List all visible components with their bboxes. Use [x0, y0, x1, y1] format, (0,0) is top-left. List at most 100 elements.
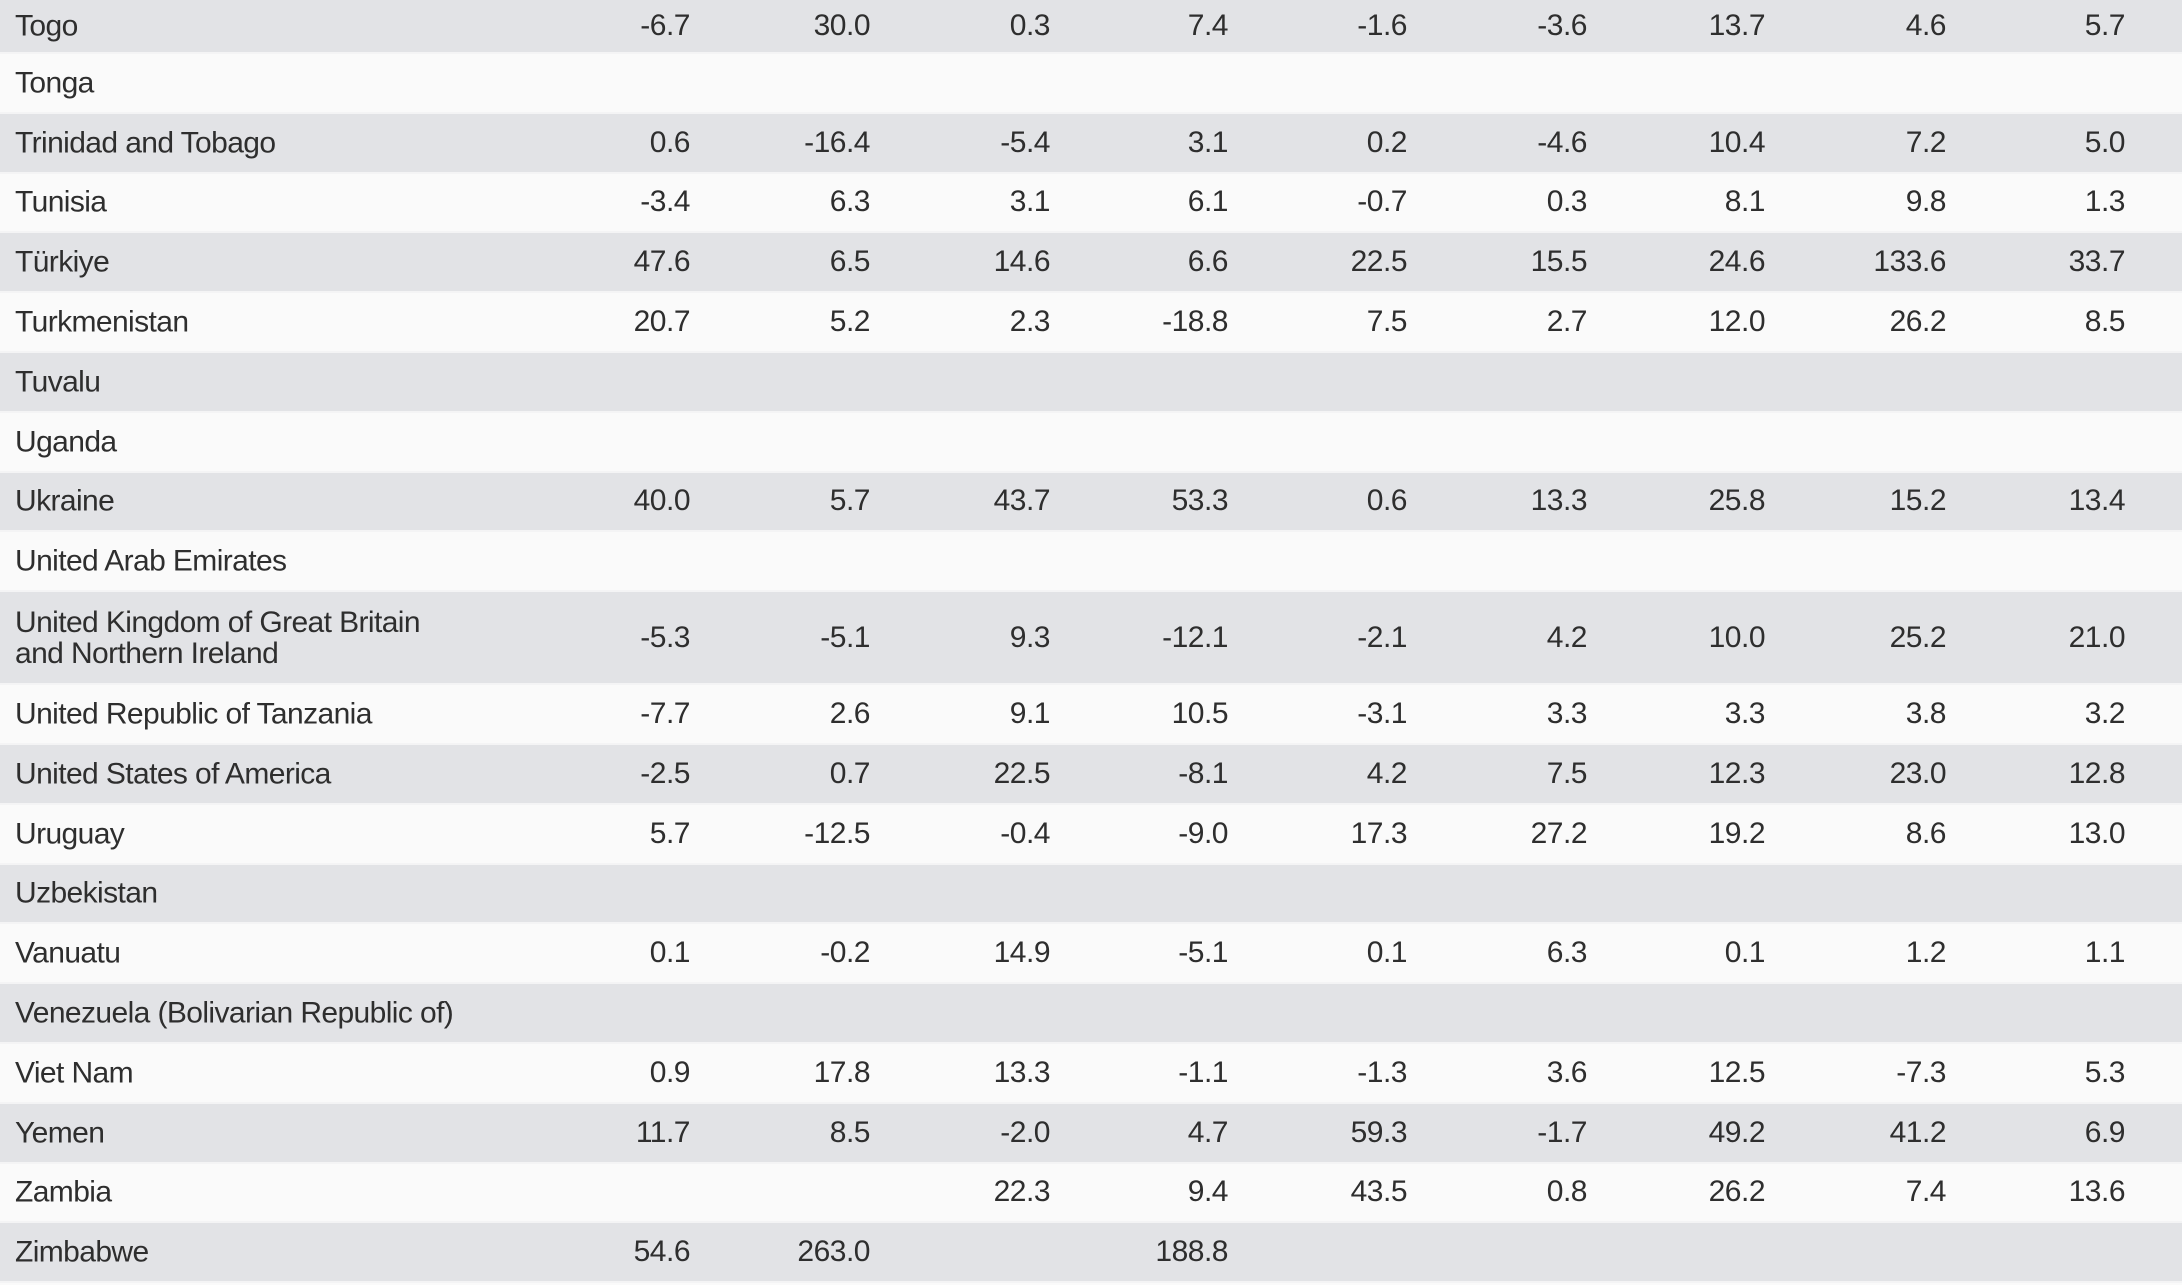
value-cell: 47.6	[633, 245, 691, 279]
table-row: Tunisia -3.4 6.3 3.1 6.1 -0.7 0.3 8.1 9.8 1.3	[0, 173, 2182, 234]
value-cell: -7.7	[640, 697, 690, 731]
table-row: Viet Nam 0.9 17.8 13.3 -1.1 -1.3 3.6 12.5 -7.3 5.…	[0, 1043, 2182, 1104]
value-cell: 6.9	[2084, 1115, 2126, 1149]
value-cell: -5.3	[640, 620, 690, 654]
value-cell: 21.0	[2068, 620, 2126, 654]
value-cell: 1.2	[1905, 936, 1947, 970]
value-cell: -0.7	[1357, 185, 1407, 219]
country-name: United Kingdom of Great Britain and Nort…	[15, 605, 421, 670]
table-row: Tuvalu	[0, 352, 2182, 413]
value-cell: 3.3	[1724, 697, 1766, 731]
table-row: Turkmenistan 20.7 5.2 2.3 -18.8 7.5 2.7 12.0 26.…	[0, 293, 2182, 353]
value-cell: 33.7	[2068, 245, 2126, 279]
table-row: Yemen 11.7 8.5 -2.0 4.7 59.3 -1.7 49.2 41.2 6.9	[0, 1103, 2182, 1164]
value-cell: 11.7	[635, 1115, 691, 1149]
value-cell: -5.1	[1178, 936, 1228, 970]
value-cell: 6.6	[1187, 245, 1229, 279]
value-cell: 0.1	[649, 936, 691, 970]
table-row: Togo -6.7 30.0 0.3 7.4 -1.6 -3.6 13.7 4.6 5.7	[0, 0, 2182, 54]
value-cell: -5.4	[1000, 125, 1050, 159]
value-cell: 12.5	[1708, 1055, 1766, 1089]
value-cell: 6.5	[829, 245, 871, 279]
value-cell: 13.0	[2068, 816, 2126, 850]
value-cell: 2.7	[1546, 305, 1588, 339]
value-cell: 49.2	[1708, 1115, 1766, 1149]
value-cell: 8.5	[2084, 305, 2126, 339]
value-cell: 13.3	[993, 1055, 1051, 1089]
value-cell: 10.0	[1708, 620, 1766, 654]
value-cell: 8.1	[1724, 185, 1766, 219]
value-cell: 0.6	[1366, 484, 1408, 518]
country-name: Turkmenistan	[15, 305, 189, 339]
country-name: Zimbabwe	[15, 1235, 149, 1269]
value-cell: 9.4	[1187, 1175, 1229, 1209]
value-cell: 4.2	[1366, 756, 1408, 790]
value-cell: -1.6	[1357, 9, 1407, 42]
value-cell: 24.6	[1708, 245, 1766, 279]
value-cell: 6.3	[1546, 936, 1588, 970]
value-cell: 12.3	[1708, 756, 1766, 790]
country-name: Vanuatu	[15, 936, 121, 970]
value-cell: 0.3	[1546, 185, 1588, 219]
value-cell: 7.5	[1546, 756, 1588, 790]
country-name: United Republic of Tanzania	[15, 697, 372, 731]
value-cell: 3.1	[1187, 125, 1229, 159]
value-cell: 188.8	[1155, 1235, 1228, 1269]
value-cell: 10.4	[1708, 125, 1766, 159]
table-row: Uruguay 5.7 -12.5 -0.4 -9.0 17.3 27.2 19.2 8.6 13…	[0, 804, 2182, 865]
value-cell: 3.3	[1546, 697, 1588, 731]
value-cell: -0.2	[820, 936, 870, 970]
value-cell: 22.3	[993, 1175, 1051, 1209]
value-cell: 12.0	[1708, 305, 1766, 339]
country-name: Ukraine	[15, 484, 115, 518]
value-cell: 2.3	[1009, 305, 1051, 339]
value-cell: 5.0	[2084, 125, 2126, 159]
value-cell: -1.1	[1178, 1055, 1228, 1089]
country-name: Tuvalu	[15, 365, 101, 399]
value-cell: 12.8	[2068, 756, 2126, 790]
value-cell: 7.4	[1905, 1175, 1947, 1209]
value-cell: 13.6	[2068, 1175, 2126, 1209]
value-cell: 20.7	[633, 305, 691, 339]
value-cell: 9.3	[1009, 620, 1051, 654]
value-cell: 2.6	[829, 697, 871, 731]
value-cell: 19.2	[1708, 816, 1766, 850]
value-cell: 10.5	[1171, 697, 1229, 731]
value-cell: 0.1	[1724, 936, 1766, 970]
value-cell: 7.2	[1905, 125, 1947, 159]
value-cell: -2.0	[1000, 1115, 1050, 1149]
value-cell: 133.6	[1873, 245, 1946, 279]
country-name: United States of America	[15, 757, 331, 791]
value-cell: 23.0	[1889, 756, 1947, 790]
value-cell: 0.8	[1546, 1175, 1588, 1209]
value-cell: 15.2	[1889, 484, 1947, 518]
country-name: Uganda	[15, 425, 117, 459]
value-cell: 1.1	[2084, 936, 2126, 970]
value-cell: 0.6	[649, 125, 691, 159]
country-name: Tonga	[15, 66, 94, 100]
country-name: Trinidad and Tobago	[15, 126, 276, 160]
value-cell: 4.7	[1187, 1115, 1229, 1149]
value-cell: -3.4	[640, 185, 690, 219]
value-cell: 0.7	[829, 756, 871, 790]
country-name: United Arab Emirates	[15, 544, 287, 578]
value-cell: -1.3	[1357, 1055, 1407, 1089]
value-cell: 8.6	[1905, 816, 1947, 850]
value-cell: -16.4	[804, 125, 870, 159]
value-cell: 41.2	[1889, 1115, 1947, 1149]
value-cell: 4.2	[1546, 620, 1588, 654]
value-cell: 263.0	[797, 1235, 870, 1269]
table-row: Uzbekistan	[0, 864, 2182, 925]
value-cell: -1.7	[1537, 1115, 1587, 1149]
value-cell: 6.3	[829, 185, 871, 219]
country-name: Tunisia	[15, 185, 107, 219]
value-cell: 27.2	[1530, 816, 1588, 850]
value-cell: -18.8	[1162, 305, 1228, 339]
value-cell: 22.5	[1350, 245, 1408, 279]
value-cell: -12.1	[1162, 620, 1228, 654]
value-cell: 17.8	[813, 1055, 871, 1089]
table-row: Tonga	[0, 54, 2182, 114]
value-cell: 7.5	[1366, 305, 1408, 339]
value-cell: 3.6	[1546, 1055, 1588, 1089]
value-cell: 22.5	[993, 756, 1051, 790]
